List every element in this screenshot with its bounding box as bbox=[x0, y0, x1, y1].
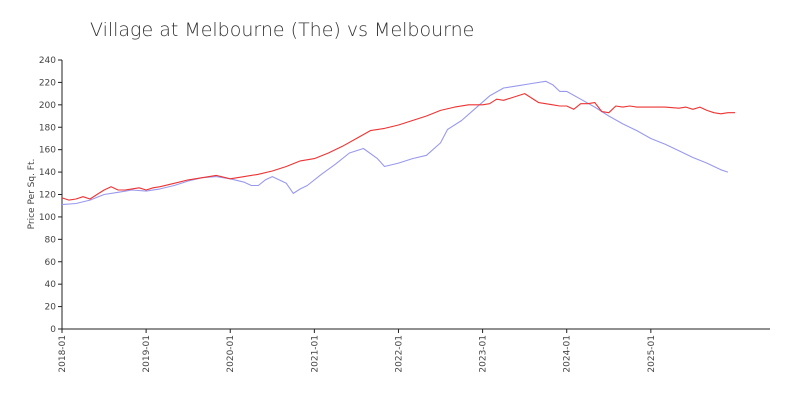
x-tick-label: 2024-01 bbox=[563, 335, 573, 373]
y-tick-label: 180 bbox=[39, 123, 56, 133]
y-tick-label: 220 bbox=[39, 78, 56, 88]
y-tick-label: 0 bbox=[50, 325, 56, 335]
x-tick-label: 2023-01 bbox=[479, 335, 489, 373]
y-axis-title: Price Per Sq. Ft. bbox=[27, 159, 37, 230]
series-line-2 bbox=[61, 93, 735, 201]
chart-title: Village at Melbourne (The) vs Melbourne bbox=[90, 19, 474, 41]
x-tick-label: 2021-01 bbox=[310, 335, 320, 373]
y-tick-label: 160 bbox=[39, 146, 56, 156]
x-axis-ticks: 2018-01 2019-01 2020-01 2021-01 2022-01 2023-… bbox=[58, 329, 657, 373]
y-tick-label: 20 bbox=[45, 303, 57, 313]
y-tick-label: 80 bbox=[45, 235, 57, 245]
x-tick-label: 2025-01 bbox=[647, 335, 657, 373]
series-line-1 bbox=[61, 80, 729, 206]
x-tick-label: 2022-01 bbox=[394, 335, 404, 373]
y-axis-ticks: 0 20 40 60 80 100 120 140 160 180 200 220 240 bbox=[39, 56, 62, 335]
y-tick-label: 140 bbox=[39, 168, 56, 178]
y-tick-label: 60 bbox=[45, 258, 57, 268]
series-layer bbox=[61, 80, 735, 206]
x-tick-label: 2019-01 bbox=[142, 335, 152, 373]
x-tick-label: 2018-01 bbox=[58, 335, 68, 373]
x-tick-label: 2020-01 bbox=[226, 335, 236, 373]
y-tick-label: 200 bbox=[39, 101, 56, 111]
y-tick-label: 100 bbox=[39, 213, 56, 223]
y-tick-label: 120 bbox=[39, 191, 56, 201]
y-tick-label: 240 bbox=[39, 56, 56, 66]
y-tick-label: 40 bbox=[45, 280, 57, 290]
